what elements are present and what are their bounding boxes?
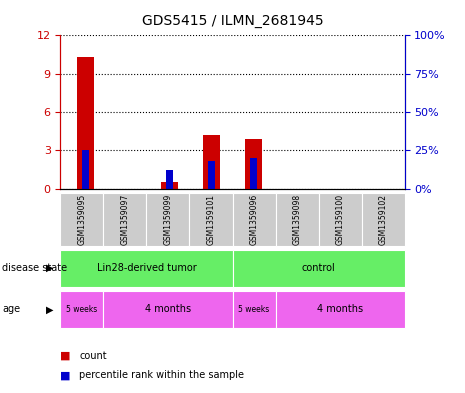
- Bar: [161, 182, 178, 189]
- Bar: [208, 161, 215, 189]
- Text: ■: ■: [60, 370, 71, 380]
- Text: GSM1359101: GSM1359101: [206, 194, 215, 244]
- Text: GSM1359096: GSM1359096: [250, 193, 259, 245]
- Text: ▶: ▶: [46, 263, 53, 273]
- Text: GSM1359095: GSM1359095: [78, 193, 86, 245]
- Text: GSM1359100: GSM1359100: [336, 193, 345, 245]
- Text: 5 weeks: 5 weeks: [239, 305, 270, 314]
- Bar: [77, 57, 94, 189]
- Bar: [250, 158, 257, 189]
- Text: GSM1359099: GSM1359099: [164, 193, 173, 245]
- Text: age: age: [2, 305, 20, 314]
- Text: ▶: ▶: [46, 305, 53, 314]
- Text: count: count: [79, 351, 106, 361]
- Text: control: control: [302, 263, 335, 273]
- Text: GSM1359102: GSM1359102: [379, 194, 387, 244]
- Bar: [245, 139, 262, 189]
- Bar: [166, 170, 173, 189]
- Text: 5 weeks: 5 weeks: [66, 305, 98, 314]
- Text: GDS5415 / ILMN_2681945: GDS5415 / ILMN_2681945: [142, 14, 323, 28]
- Text: Lin28-derived tumor: Lin28-derived tumor: [97, 263, 196, 273]
- Text: 4 months: 4 months: [317, 305, 363, 314]
- Bar: [82, 150, 89, 189]
- Bar: [203, 135, 220, 189]
- Text: disease state: disease state: [2, 263, 67, 273]
- Text: ■: ■: [60, 351, 71, 361]
- Text: GSM1359097: GSM1359097: [120, 193, 129, 245]
- Text: percentile rank within the sample: percentile rank within the sample: [79, 370, 244, 380]
- Text: GSM1359098: GSM1359098: [292, 193, 301, 245]
- Text: 4 months: 4 months: [145, 305, 191, 314]
